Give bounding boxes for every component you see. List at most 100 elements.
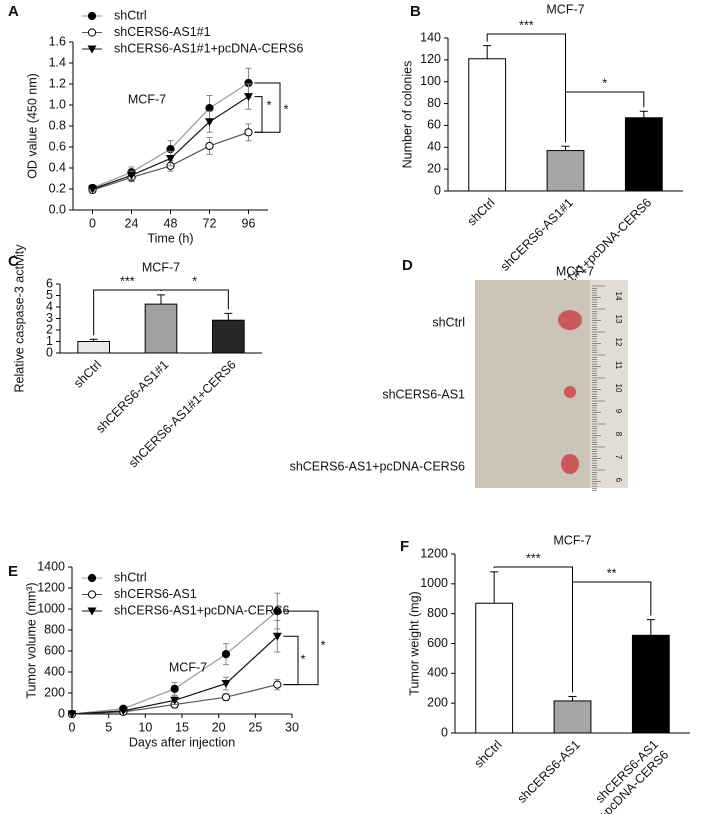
bar [631, 634, 670, 734]
panel-label: F [400, 538, 409, 555]
y-tick-label: 140 [420, 30, 441, 44]
y-tick-label: 0 [441, 725, 448, 739]
y-tick-label: 200 [44, 685, 65, 699]
marker [87, 11, 97, 21]
x-tick-label: 0 [89, 216, 96, 230]
y-axis-label: Tumor weight (mg) [407, 591, 421, 695]
bar [546, 150, 585, 192]
annotation: * [284, 102, 289, 116]
x-tick-label: 48 [164, 216, 178, 230]
y-tick-label: 200 [427, 695, 448, 709]
x-tick-label: 5 [105, 720, 112, 734]
y-tick-label: 0 [434, 183, 441, 197]
y-tick-label: 0 [46, 345, 53, 359]
error-bar [639, 110, 648, 118]
y-tick-label: 100 [420, 74, 441, 88]
chart-title: MCF-7 [142, 260, 180, 274]
x-axis-label: Time (h) [147, 231, 193, 245]
annotation: * [267, 98, 272, 112]
bar [77, 341, 110, 354]
marker [166, 155, 175, 164]
x-tick-label: 96 [242, 216, 256, 230]
bar [212, 319, 245, 354]
error-bar [483, 45, 492, 59]
x-tick-label: 15 [175, 720, 189, 734]
ruler-label: 12 [614, 338, 623, 347]
legend-label: shCERS6-AS1 [114, 587, 197, 601]
bar [553, 700, 592, 734]
error-bar [561, 145, 570, 151]
legend-label: shCERS6-AS1#1+pcDNA-CERS6 [114, 41, 303, 55]
x-axis-label: Days after injection [129, 735, 235, 749]
panel-label: C [8, 253, 19, 270]
y-tick-label: 5 [46, 288, 53, 302]
marker [205, 141, 214, 151]
panel-label: D [402, 257, 413, 274]
error-bar [646, 619, 655, 636]
marker [87, 590, 97, 599]
y-tick-label: 400 [44, 664, 65, 678]
bar [144, 303, 178, 354]
y-tick-label: 1 [46, 334, 53, 348]
marker [273, 607, 282, 616]
significance-bracket [486, 33, 566, 143]
y-tick-label: 600 [44, 643, 65, 657]
significance-bracket [283, 635, 299, 686]
marker [127, 171, 136, 180]
error-bar [157, 294, 165, 305]
annotation: *** [519, 18, 534, 32]
y-tick-label: 600 [427, 636, 448, 650]
photo-title: MCF-7 [556, 264, 594, 278]
bar [624, 117, 663, 192]
annotation: * [321, 638, 326, 652]
y-tick-label: 0 [58, 706, 65, 720]
error-bar [224, 312, 233, 321]
legend-label: shCtrl [114, 570, 147, 584]
x-tick-label: 0 [69, 720, 76, 734]
y-axis-label: Number of colonies [400, 61, 414, 169]
y-tick-label: 0.0 [49, 202, 66, 216]
annotation: *** [526, 551, 541, 565]
marker [87, 573, 97, 583]
tumor [561, 454, 579, 474]
y-tick-label: 80 [427, 96, 441, 110]
panel-label: B [410, 3, 421, 20]
y-tick-label: 1000 [420, 576, 448, 590]
y-tick-label: 1.4 [49, 55, 66, 69]
legend-label: shCERS6-AS1#1 [114, 25, 211, 39]
y-tick-label: 4 [46, 299, 53, 313]
marker [118, 707, 128, 716]
marker [221, 650, 231, 659]
x-tick-label: shCtrl [71, 358, 104, 391]
y-tick-label: 1.6 [49, 34, 66, 48]
marker [87, 28, 97, 37]
y-tick-label: 0.6 [49, 139, 66, 153]
y-axis-label: Relative caspase-3 activity [12, 244, 26, 393]
row-label: shCERS6-AS1+pcDNA-CERS6 [290, 459, 465, 473]
y-tick-label: 1200 [37, 580, 65, 594]
x-tick-label: 30 [285, 720, 299, 734]
y-tick-label: 60 [427, 118, 441, 132]
marker [244, 128, 253, 137]
bar [475, 602, 514, 734]
marker [88, 185, 97, 194]
significance-bracket [565, 91, 645, 143]
ruler-label: 14 [614, 292, 623, 301]
y-tick-label: 120 [420, 52, 441, 66]
y-tick-label: 1000 [37, 601, 65, 615]
row-label: shCERS6-AS1 [382, 387, 465, 401]
marker [87, 607, 97, 616]
significance-bracket [254, 96, 263, 133]
x-tick-label: shCERS6-AS1#1 [498, 196, 576, 274]
y-tick-label: 3 [46, 311, 53, 325]
ruler-label: 9 [614, 409, 623, 414]
y-tick-label: 0.4 [49, 160, 66, 174]
marker [67, 710, 77, 719]
x-tick-label: shCERS6-AS1 [515, 738, 583, 806]
error-bar [568, 695, 577, 701]
x-tick-label: 72 [203, 216, 217, 230]
y-axis-label: Tumor volume (mm³) [24, 582, 38, 698]
y-tick-label: 40 [427, 140, 441, 154]
significance-bracket [254, 82, 281, 133]
y-tick-label: 6 [46, 276, 53, 290]
